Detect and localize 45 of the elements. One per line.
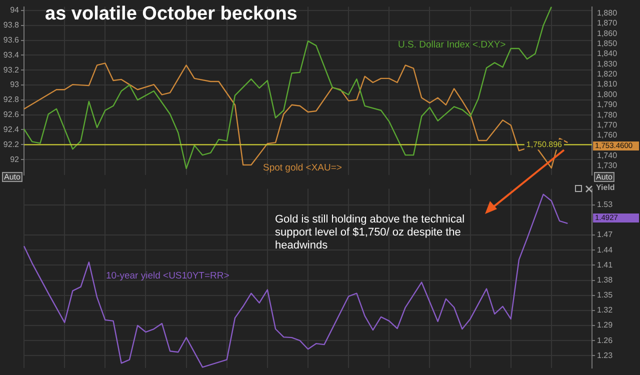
- y-tick-label: 92.2: [3, 140, 20, 149]
- y2-tick-label: 1,830: [597, 59, 618, 68]
- series-label: U.S. Dollar Index <.DXY>: [398, 40, 506, 51]
- y-tick-label: 93.2: [3, 65, 20, 74]
- y2-tick-label: 1,840: [597, 49, 618, 58]
- y-tick-label: 94: [10, 6, 20, 15]
- y-tick-label: 92.6: [3, 110, 20, 120]
- y2-tick-label: 1,780: [597, 110, 618, 120]
- annotation: Gold is still holding above the technical support level of $1,750/ oz despite the headwinds: [275, 214, 465, 252]
- y2-tick-label: 1,770: [597, 120, 618, 130]
- y-tick-label: 93: [10, 80, 20, 90]
- ref-line-label: 1,750.896: [526, 140, 563, 149]
- y2-tick-label: 1,860: [597, 28, 618, 38]
- y-tick-label: 1.41: [597, 260, 614, 270]
- y-tick-label: 1.38: [597, 275, 614, 284]
- y-tick-label: 1.26: [597, 336, 614, 345]
- y2-tick-label: 1,820: [597, 70, 618, 79]
- y-tick-label: 1.53: [597, 200, 614, 210]
- text: Auto: [596, 172, 614, 182]
- y-tick-label: 1.23: [597, 350, 614, 360]
- y2-tick-label: 1,810: [597, 80, 618, 89]
- y-tick-label: 93.8: [3, 20, 20, 30]
- y-tick-label: 92: [10, 154, 20, 164]
- y2-tick-label: 1,880: [597, 8, 618, 18]
- y2-tick-label: 1,730: [597, 161, 618, 170]
- series-label: Spot gold <XAU=>: [263, 162, 342, 174]
- y-tick-label: 1.29: [597, 320, 614, 330]
- y2-tick-label: 1,850: [597, 39, 618, 48]
- y2-tick-label: 1,870: [597, 18, 618, 28]
- y-tick-label: 1.32: [597, 306, 614, 315]
- y2-tick-label: 1,800: [597, 90, 618, 99]
- y-tick-label: 1.44: [597, 245, 614, 254]
- y-tick-label: 93.6: [3, 36, 20, 45]
- y-tick-label: 1.35: [597, 290, 614, 300]
- y2-tick-label: 1,790: [597, 100, 618, 110]
- y-tick-label: 92.4: [3, 124, 20, 134]
- y2-tick-label: 1,760: [597, 130, 618, 140]
- y-tick-label: 93.4: [3, 50, 20, 60]
- y-axis-title: Yield: [596, 183, 615, 192]
- text: Auto: [4, 172, 22, 182]
- y-tick-label: 1.47: [597, 230, 614, 240]
- chart-title: as volatile October beckons: [45, 4, 298, 25]
- y-tick-label: 92.8: [3, 95, 20, 104]
- series-label: 10-year yield <US10YT=RR>: [106, 270, 230, 282]
- y2-tick-label: 1,740: [597, 150, 618, 160]
